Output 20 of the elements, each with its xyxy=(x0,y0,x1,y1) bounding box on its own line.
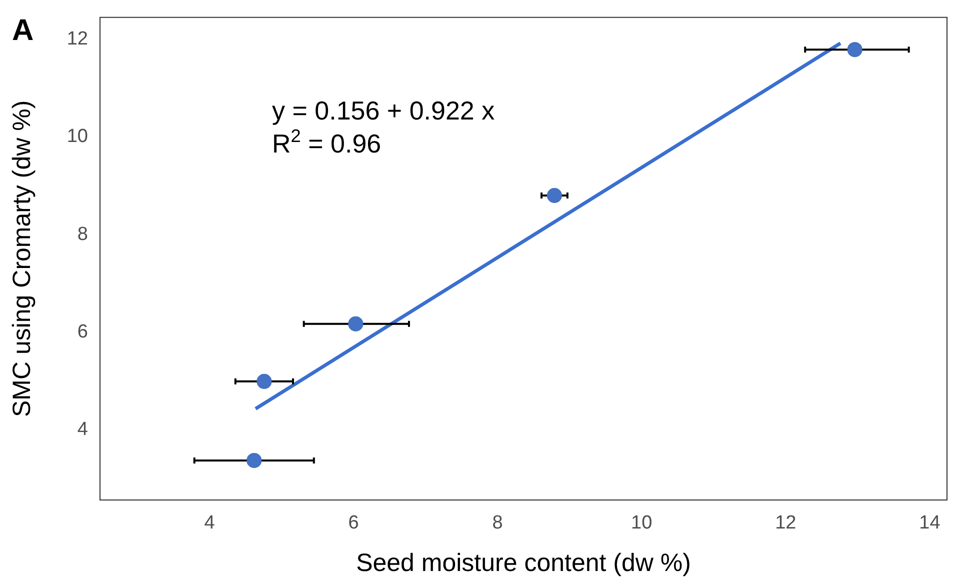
annotation: y = 0.156 + 0.922 x xyxy=(272,95,495,126)
point xyxy=(546,188,562,204)
x-axis-title: Seed moisture content (dw %) xyxy=(356,548,691,577)
x-tick-label: 6 xyxy=(348,512,359,534)
x-tick-label: 8 xyxy=(492,512,503,534)
y-tick-label: 12 xyxy=(66,28,88,50)
x-tick-label: 14 xyxy=(919,512,941,534)
x-tick-label: 4 xyxy=(204,512,216,534)
y-tick-label: 6 xyxy=(77,321,88,342)
y-tick-label: 4 xyxy=(77,418,88,440)
y-tick-label: 8 xyxy=(77,224,88,245)
x-tick-label: 12 xyxy=(775,512,796,534)
point xyxy=(246,452,262,468)
point xyxy=(256,374,272,389)
y-axis-title: SMC using Cromarty (dw %) xyxy=(8,100,36,418)
y-tick-label: 10 xyxy=(66,126,88,148)
x-tick-label: 10 xyxy=(631,512,652,534)
point xyxy=(348,316,364,332)
point xyxy=(847,42,862,58)
text: A xyxy=(12,14,34,47)
